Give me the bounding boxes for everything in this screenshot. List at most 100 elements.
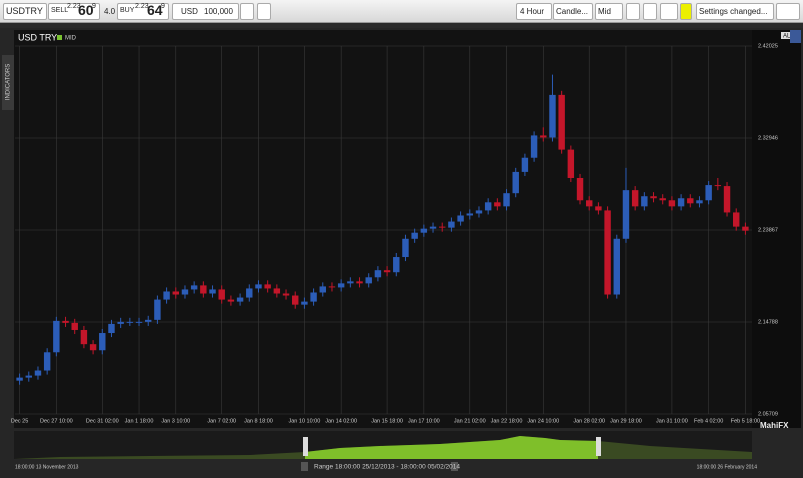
draw-button[interactable] [660, 3, 678, 20]
range-right-button[interactable] [451, 462, 458, 471]
x-tick-label: Jan 1 18:00 [125, 418, 154, 424]
candle-body [34, 370, 42, 376]
candle-body [393, 257, 400, 273]
candle-body [687, 198, 694, 204]
candle-body [328, 286, 336, 288]
candle-body [200, 285, 207, 294]
x-tick-label: Jan 8 18:00 [244, 418, 273, 424]
facebook-button[interactable] [790, 30, 801, 43]
toolbar: USDTRY SELL 2.23 60 9 4.0 BUY 2.23 64 9 … [0, 0, 803, 23]
candle-body [494, 202, 501, 207]
range-handle[interactable] [596, 437, 601, 456]
candle-body [503, 193, 510, 207]
candle-body [117, 321, 124, 324]
candle-body [25, 375, 32, 378]
interval-select[interactable] [516, 3, 552, 20]
candle-body [696, 200, 703, 204]
candle-body [595, 206, 602, 211]
x-tick-label: Jan 22 18:00 [491, 418, 523, 424]
candle-body [80, 329, 88, 345]
candle-body [466, 213, 473, 216]
candle-body [733, 212, 740, 227]
candle-body [218, 289, 225, 300]
tool-button[interactable] [643, 3, 657, 20]
candle-body [420, 228, 428, 233]
candle-body [264, 284, 271, 289]
tool-button[interactable] [626, 3, 640, 20]
candle-body [714, 185, 722, 187]
candle-body [457, 215, 464, 222]
y-tick-label: 2.05709 [758, 411, 778, 417]
style-select[interactable] [553, 3, 593, 20]
x-tick-label: Feb 5 18:00 [731, 418, 760, 424]
x-tick-label: Jan 7 02:00 [207, 418, 236, 424]
candle-body [172, 291, 179, 295]
range-handle[interactable] [303, 437, 308, 456]
alert-button[interactable] [257, 3, 271, 20]
color-button[interactable] [680, 3, 692, 20]
x-tick-label: Jan 15 18:00 [371, 418, 403, 424]
candle-body [292, 295, 299, 305]
candle-body [613, 238, 620, 295]
candle-body [282, 293, 290, 296]
x-tick-label: Jan 14 02:00 [325, 418, 357, 424]
x-tick-label: Jan 24 10:00 [527, 418, 559, 424]
brand: MahiFX [760, 421, 789, 430]
candle-body [301, 301, 308, 305]
sell-button[interactable] [48, 3, 100, 20]
candle-body [71, 322, 78, 330]
nav-end: 18:00:00 26 February 2014 [697, 464, 758, 470]
plot-area [14, 30, 752, 428]
candle-body [43, 352, 51, 371]
currency: USD [181, 7, 198, 16]
symbol-select[interactable] [3, 3, 47, 20]
candle-body [255, 284, 262, 289]
chart-style: Candle... [556, 7, 589, 16]
settings: Settings changed... [699, 7, 768, 16]
x-tick-label: Feb 4 02:00 [694, 418, 723, 424]
candle-body [558, 94, 565, 150]
amount-field[interactable] [172, 3, 239, 20]
menu-button[interactable] [776, 3, 800, 20]
candle-body [337, 283, 345, 288]
x-tick-label: Jan 29 18:00 [610, 418, 642, 424]
y-tick-label: 2.23867 [758, 227, 778, 233]
candle-body [475, 210, 483, 214]
candle-body [402, 238, 409, 258]
candle-body [622, 190, 630, 239]
price-select[interactable] [595, 3, 623, 20]
indicators-tab[interactable] [2, 55, 14, 110]
settings-select[interactable] [696, 3, 774, 20]
candle-body [163, 291, 170, 300]
y-tick-label: 2.14788 [758, 319, 778, 325]
candle-body [631, 190, 639, 207]
buy-frac: 9 [161, 3, 165, 10]
candle-body [677, 198, 685, 207]
candle-body [659, 198, 666, 201]
spread: 4.0 [104, 7, 116, 16]
candle-body [429, 226, 437, 229]
cart-button[interactable] [240, 3, 254, 20]
candle-body [190, 285, 198, 290]
buy-button[interactable] [117, 3, 169, 20]
y-tick-label: 2.42025 [758, 43, 778, 49]
candle-body [236, 297, 244, 302]
x-tick-label: Jan 21 02:00 [454, 418, 486, 424]
chart-title: USD TRY [18, 32, 57, 42]
symbol: USDTRY [6, 6, 43, 16]
buy-pips: 64 [147, 2, 163, 18]
x-tick-label: Dec 31 02:00 [86, 418, 119, 424]
x-tick-label: Jan 31 10:00 [656, 418, 688, 424]
candle-body [209, 289, 216, 294]
buy-big: 2.23 [135, 3, 149, 10]
axis-area [752, 30, 801, 428]
candle-body [521, 157, 529, 172]
interval: 4 Hour [520, 7, 545, 16]
candle-body [365, 277, 372, 284]
candle-body [650, 196, 657, 199]
all-button[interactable] [781, 32, 792, 39]
x-tick-label: Jan 3 10:00 [161, 418, 190, 424]
range-left-button[interactable] [301, 462, 308, 471]
candle-body [641, 196, 648, 207]
